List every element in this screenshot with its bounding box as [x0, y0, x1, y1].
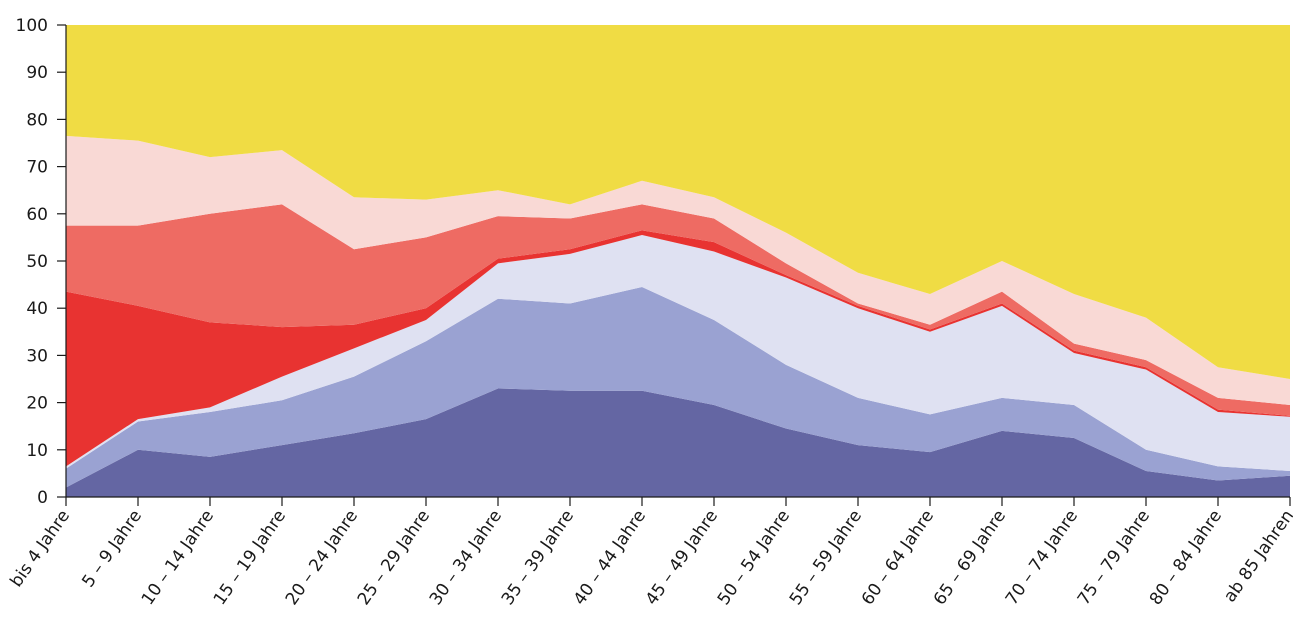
y-tick-label: 50: [26, 252, 48, 272]
x-tick-label: 25 – 29 Jahre: [354, 506, 434, 609]
y-tick-label: 90: [26, 63, 48, 83]
x-tick-label: 65 – 69 Jahre: [930, 506, 1010, 609]
area: [66, 135, 1290, 405]
y-tick-label: 70: [26, 158, 48, 178]
area: [66, 235, 1290, 472]
y-tick-label: 30: [26, 346, 48, 366]
y-tick-label: 40: [26, 299, 48, 319]
x-tick-label: 45 – 49 Jahre: [642, 506, 722, 609]
x-tick-label: 40 – 44 Jahre: [570, 506, 650, 609]
y-tick-label: 60: [26, 205, 48, 225]
area: [66, 388, 1290, 497]
area: [66, 286, 1290, 488]
area: [66, 204, 1290, 416]
x-tick-label: ab 85 Jahren: [1220, 506, 1293, 606]
x-tick-label: 75 – 79 Jahre: [1074, 506, 1154, 609]
x-tick-label: 35 – 39 Jahre: [498, 506, 578, 609]
x-tick-label: 5 – 9 Jahre: [78, 506, 146, 591]
x-tick-label: 70 – 74 Jahre: [1002, 506, 1082, 609]
x-tick-label: 55 – 59 Jahre: [786, 506, 866, 609]
y-tick-label: 10: [26, 441, 48, 461]
x-tick-label: 60 – 64 Jahre: [858, 506, 938, 609]
y-tick-label: 20: [26, 394, 48, 414]
x-tick-label: 10 – 14 Jahre: [138, 506, 218, 609]
area: [66, 25, 1290, 379]
y-tick-label: 0: [37, 488, 48, 508]
area: [66, 230, 1290, 467]
y-tick-label: 80: [26, 110, 48, 130]
x-tick-label: 30 – 34 Jahre: [426, 506, 506, 609]
x-tick-label: 80 – 84 Jahre: [1146, 506, 1226, 609]
y-tick-label: 100: [16, 16, 48, 36]
x-tick-label: 20 – 24 Jahre: [282, 506, 362, 609]
x-tick-label: bis 4 Jahre: [7, 506, 75, 591]
x-tick-label: 50 – 54 Jahre: [714, 506, 794, 609]
x-tick-label: 15 – 19 Jahre: [210, 506, 290, 609]
